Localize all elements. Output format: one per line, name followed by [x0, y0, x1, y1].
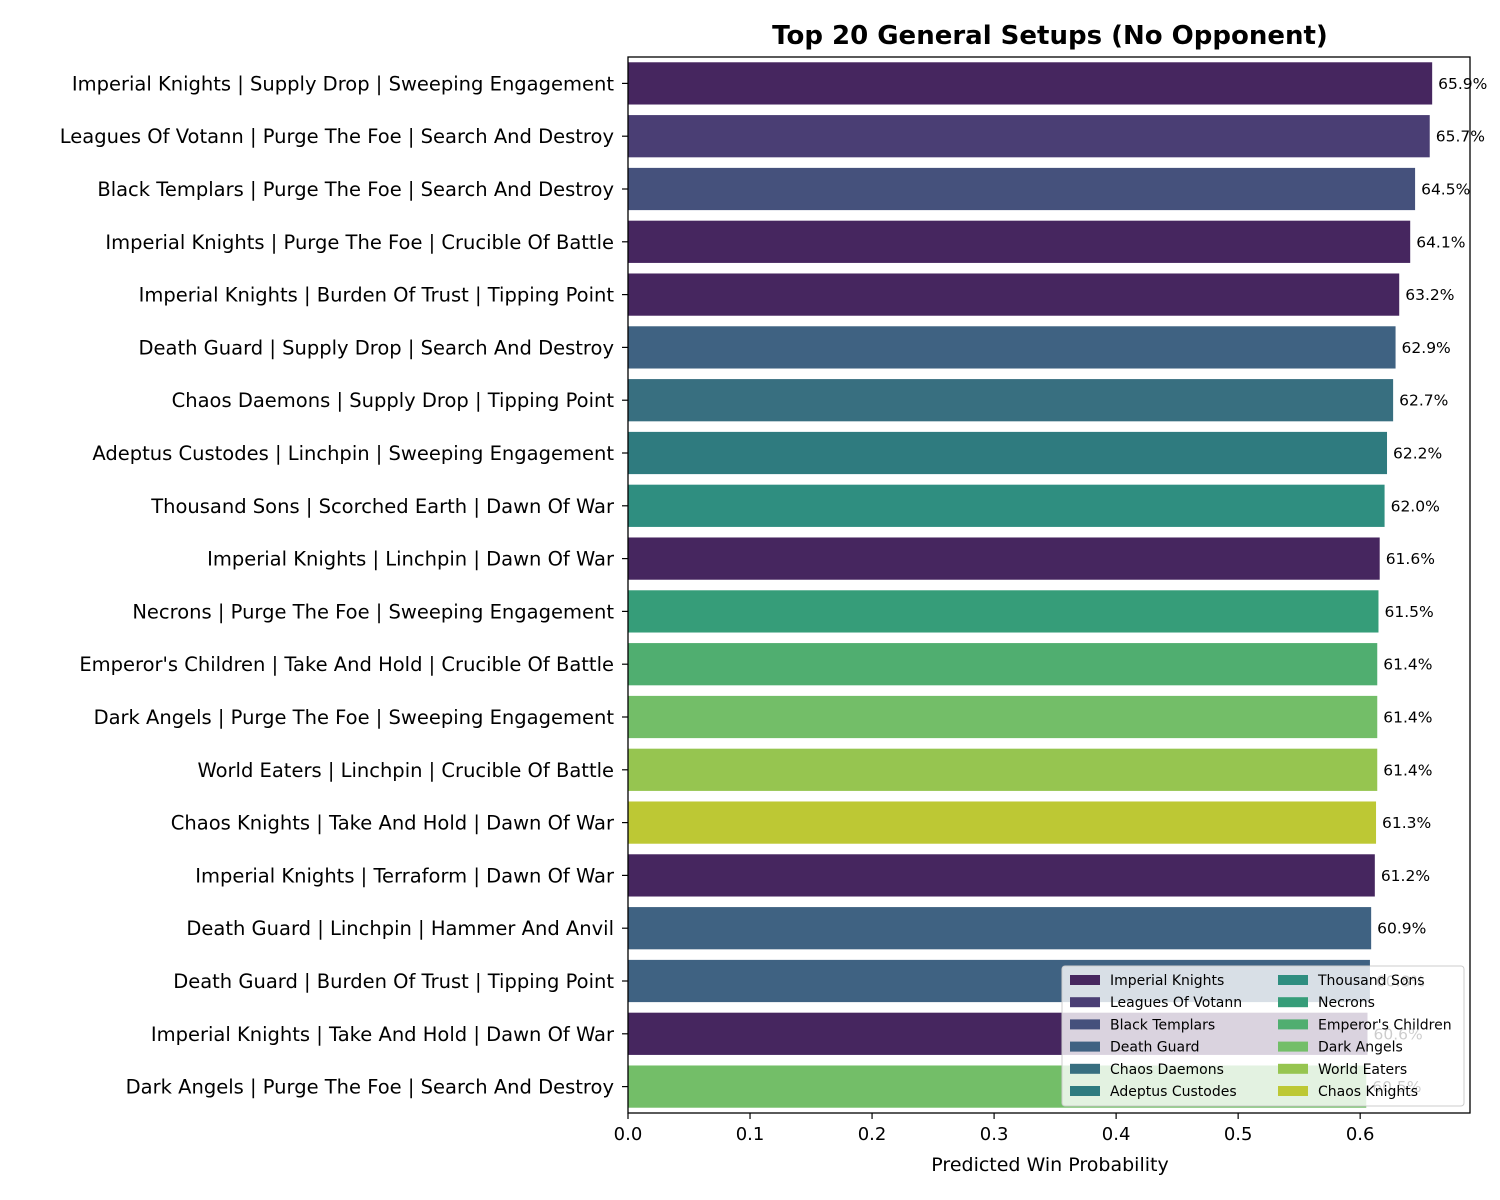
category-label: Death Guard | Linchpin | Hammer And Anvi…	[186, 917, 614, 940]
legend-label: Imperial Knights	[1110, 973, 1224, 989]
category-label: Imperial Knights | Purge The Foe | Cruci…	[105, 231, 614, 254]
legend-swatch	[1070, 1063, 1100, 1074]
plot-frame	[627, 56, 1471, 1114]
bar	[628, 484, 1385, 527]
bar	[628, 695, 1378, 739]
category-label: Imperial Knights | Supply Drop | Sweepin…	[72, 72, 615, 95]
x-tick-label: 0.2	[858, 1124, 887, 1145]
value-label: 62.0%	[1391, 497, 1440, 515]
bar	[628, 220, 1411, 263]
bar	[628, 590, 1379, 633]
x-tick-label: 0.3	[980, 1124, 1009, 1145]
category-label: Death Guard | Burden Of Trust | Tipping …	[173, 970, 614, 993]
legend-swatch	[1070, 1019, 1100, 1030]
bar	[628, 115, 1430, 158]
x-tick-label: 0.5	[1224, 1124, 1253, 1145]
legend: Imperial Knights Leagues Of Votann Black T…	[1061, 965, 1465, 1107]
bar	[628, 62, 1433, 105]
legend-swatch	[1070, 997, 1100, 1008]
value-label: 62.9%	[1402, 339, 1451, 357]
legend-label: Death Guard	[1110, 1040, 1199, 1056]
legend-swatch	[1278, 975, 1308, 985]
value-label: 61.4%	[1383, 761, 1432, 779]
x-tick-label: 0.1	[736, 1124, 765, 1145]
bar	[628, 273, 1400, 316]
legend-label: Adeptus Custodes	[1110, 1084, 1237, 1100]
bar	[628, 379, 1394, 422]
legend-label: Thousand Sons	[1317, 973, 1425, 989]
category-label: Adeptus Custodes | Linchpin | Sweeping E…	[92, 442, 614, 465]
legend-swatch	[1278, 1019, 1308, 1030]
category-label: Dark Angels | Purge The Foe | Search And…	[126, 1076, 614, 1099]
x-axis-label: Predicted Win Probability	[931, 1154, 1168, 1176]
legend-label: Chaos Knights	[1318, 1084, 1418, 1100]
category-label: Chaos Daemons | Supply Drop | Tipping Po…	[172, 389, 615, 412]
category-label: Leagues Of Votann | Purge The Foe | Sear…	[60, 125, 614, 148]
value-label: 64.5%	[1421, 181, 1470, 199]
bar	[628, 643, 1378, 686]
category-label: World Eaters | Linchpin | Crucible Of Ba…	[197, 759, 614, 782]
legend-label: Leagues Of Votann	[1110, 995, 1242, 1011]
bar	[628, 167, 1416, 211]
legend-swatch	[1278, 1041, 1308, 1052]
bar	[628, 431, 1388, 475]
x-tick-label: 0.0	[614, 1124, 643, 1145]
value-label: 61.5%	[1384, 603, 1433, 621]
category-label: Imperial Knights | Terraform | Dawn Of W…	[195, 864, 615, 887]
value-label: 62.7%	[1399, 392, 1448, 410]
chart-title: Top 20 General Setups (No Opponent)	[772, 21, 1328, 51]
legend-swatch	[1070, 1086, 1100, 1096]
category-label: Chaos Knights | Take And Hold | Dawn Of …	[171, 812, 615, 835]
value-label: 62.2%	[1393, 445, 1442, 463]
legend-label: Dark Angels	[1318, 1040, 1403, 1056]
category-label: Necrons | Purge The Foe | Sweeping Engag…	[132, 600, 614, 623]
legend-label: World Eaters	[1318, 1062, 1407, 1078]
value-label: 65.7%	[1436, 128, 1485, 146]
legend-box	[1061, 965, 1465, 1107]
legend-swatch	[1278, 997, 1308, 1008]
category-label: Thousand Sons | Scorched Earth | Dawn Of…	[150, 495, 615, 518]
value-label: 61.3%	[1382, 814, 1431, 832]
legend-swatch	[1278, 1086, 1308, 1096]
category-label: Imperial Knights | Burden Of Trust | Tip…	[139, 284, 615, 307]
category-label: Black Templars | Purge The Foe | Search …	[97, 178, 614, 201]
x-tick-label: 0.6	[1346, 1124, 1375, 1145]
legend-label: Necrons	[1318, 995, 1375, 1011]
legend-swatch	[1070, 975, 1100, 985]
value-label: 60.9%	[1377, 920, 1426, 938]
legend-label: Emperor's Children	[1318, 1017, 1452, 1033]
x-axis: 0.0 0.1 0.2 0.3 0.4 0.5 0.6	[614, 1113, 1375, 1145]
bar	[628, 854, 1375, 897]
legend-label: Chaos Daemons	[1110, 1062, 1224, 1078]
value-label: 61.2%	[1381, 867, 1430, 885]
category-label: Death Guard | Supply Drop | Search And D…	[139, 336, 614, 359]
legend-swatch	[1278, 1063, 1308, 1074]
bar	[628, 326, 1396, 369]
value-label: 61.4%	[1383, 709, 1432, 727]
legend-label: Black Templars	[1110, 1017, 1215, 1033]
category-label: Emperor's Children | Take And Hold | Cru…	[79, 653, 614, 676]
legend-swatch	[1070, 1041, 1100, 1052]
value-label: 61.6%	[1386, 550, 1435, 568]
x-tick-label: 0.4	[1102, 1124, 1131, 1145]
value-label: 63.2%	[1405, 286, 1454, 304]
bar	[628, 748, 1378, 791]
value-label: 61.4%	[1383, 656, 1432, 674]
bar	[628, 801, 1377, 844]
category-labels: Imperial Knights | Supply Drop | Sweepin…	[60, 72, 628, 1099]
category-label: Imperial Knights | Take And Hold | Dawn …	[151, 1023, 615, 1046]
bar	[628, 907, 1372, 950]
bar	[628, 537, 1380, 580]
category-label: Dark Angels | Purge The Foe | Sweeping E…	[94, 706, 615, 729]
category-label: Imperial Knights | Linchpin | Dawn Of Wa…	[207, 548, 615, 571]
bars-layer	[628, 62, 1433, 1108]
value-label: 64.1%	[1416, 233, 1465, 251]
value-label: 65.9%	[1438, 75, 1487, 93]
